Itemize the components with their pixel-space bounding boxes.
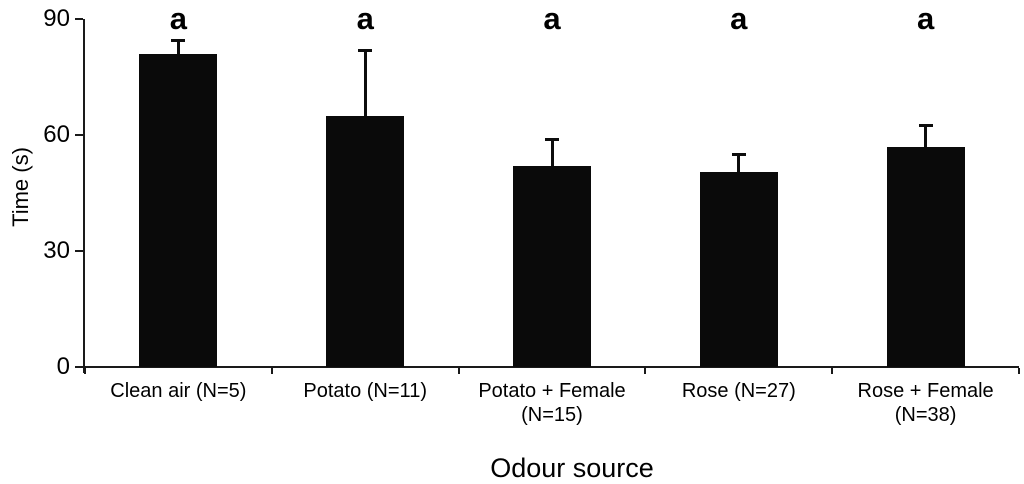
bar xyxy=(139,53,218,367)
y-tick xyxy=(75,18,83,20)
x-axis-line xyxy=(83,366,1019,368)
error-bar-cap xyxy=(171,39,186,43)
y-tick xyxy=(75,366,83,368)
category-label: Rose + Female (N=38) xyxy=(857,380,994,427)
category-label: Clean air (N=5) xyxy=(110,380,247,402)
y-tick xyxy=(75,134,83,136)
error-bar-line xyxy=(363,49,367,120)
error-bar-cap xyxy=(358,48,373,52)
error-bar-cap xyxy=(918,124,933,128)
y-tick-label: 0 xyxy=(56,353,70,380)
y-tick xyxy=(75,250,83,252)
sig-letter: a xyxy=(730,1,748,36)
x-tick xyxy=(1018,368,1020,374)
error-bar-cap xyxy=(545,137,559,141)
sig-letter: a xyxy=(543,1,561,36)
error-bar-line xyxy=(924,125,928,151)
error-bar-line xyxy=(176,40,180,58)
x-tick xyxy=(84,368,86,374)
x-tick xyxy=(270,368,273,374)
x-tick xyxy=(457,368,460,374)
sig-letter: a xyxy=(916,1,935,36)
error-bar-cap xyxy=(731,153,746,157)
y-axis-line xyxy=(83,19,85,373)
y-tick-label: 60 xyxy=(43,121,70,148)
y-axis-title: Time (s) xyxy=(8,147,33,227)
x-tick xyxy=(644,368,647,374)
sig-letter: a xyxy=(169,1,188,36)
x-axis-title: Odour source xyxy=(490,453,654,483)
bar xyxy=(886,146,965,367)
bar xyxy=(699,171,778,367)
y-tick-label: 90 xyxy=(43,5,70,32)
error-bar-line xyxy=(737,154,741,176)
error-bar-line xyxy=(550,138,554,170)
category-label: Potato (N=11) xyxy=(303,380,427,402)
y-tick-label: 30 xyxy=(43,237,70,264)
x-tick xyxy=(831,368,834,374)
bar xyxy=(326,115,405,367)
category-label: Potato + Female (N=15) xyxy=(478,380,626,427)
category-label: Rose (N=27) xyxy=(681,380,796,402)
bar xyxy=(513,165,591,367)
sig-letter: a xyxy=(356,1,374,36)
